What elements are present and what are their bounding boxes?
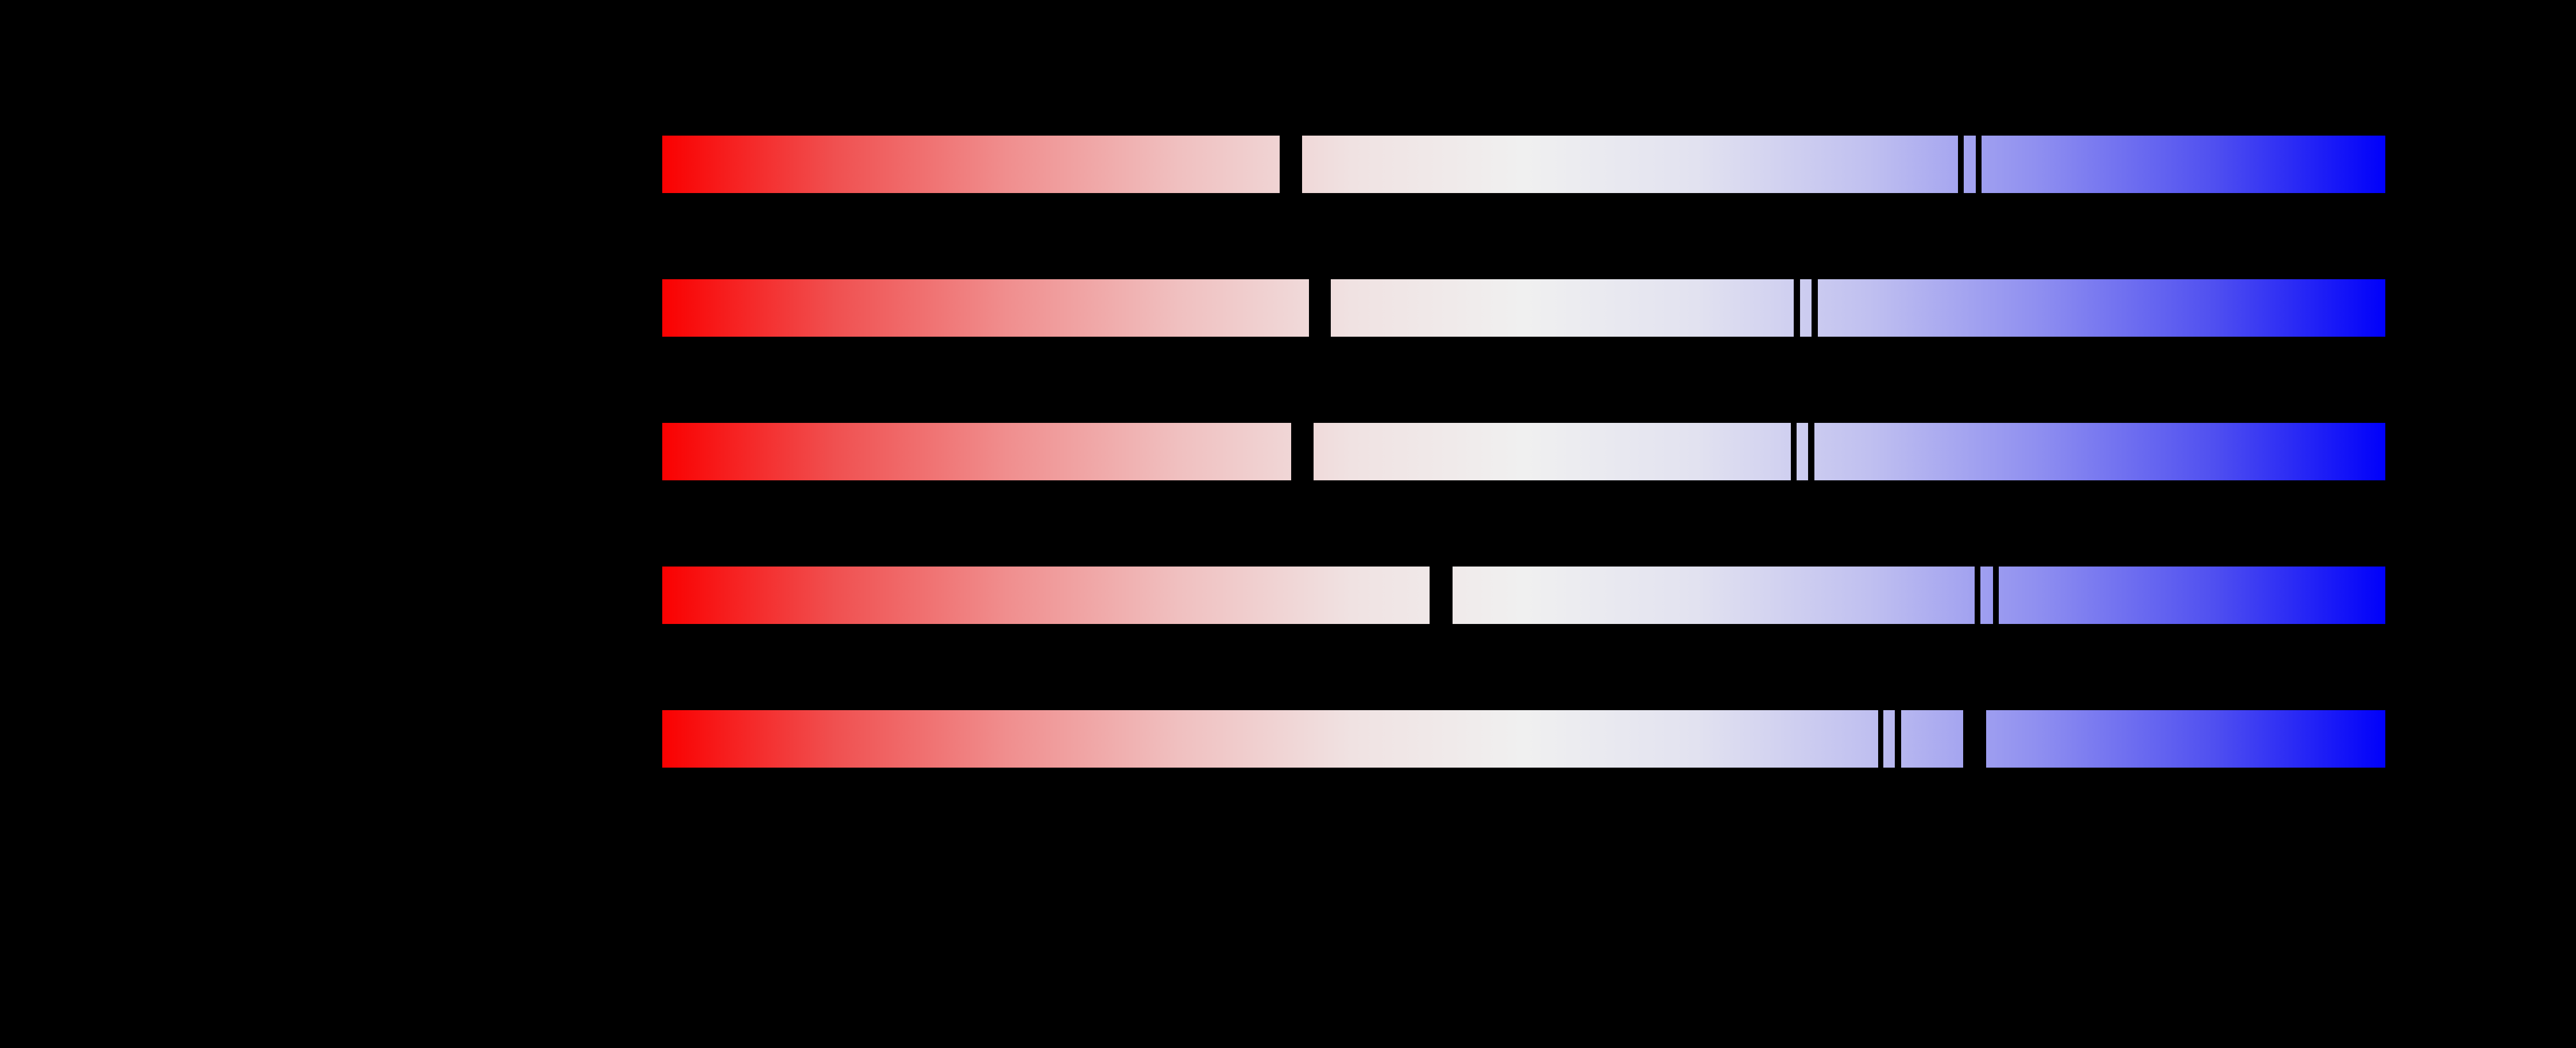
thin-marker [1808, 423, 1814, 480]
thick-marker [1963, 710, 1987, 768]
thin-marker [1878, 710, 1884, 768]
thick-marker [1309, 279, 1331, 337]
gradient-bar-row-5 [662, 710, 2385, 768]
gradient-bar-row-1 [662, 136, 2385, 193]
thin-marker [1791, 423, 1797, 480]
thin-marker [1895, 710, 1902, 768]
thin-marker [1958, 136, 1964, 193]
thin-marker [1974, 567, 1980, 624]
gradient-bar-row-3 [662, 423, 2385, 480]
thin-marker [1811, 279, 1818, 337]
thin-marker [1975, 136, 1982, 193]
thin-marker [1992, 567, 1999, 624]
thin-marker [1793, 279, 1801, 337]
thick-marker [1430, 567, 1453, 624]
gradient-bar-row-2 [662, 279, 2385, 337]
thick-marker [1279, 136, 1303, 193]
gradient-bar-row-4 [662, 567, 2385, 624]
thick-marker [1291, 423, 1314, 480]
